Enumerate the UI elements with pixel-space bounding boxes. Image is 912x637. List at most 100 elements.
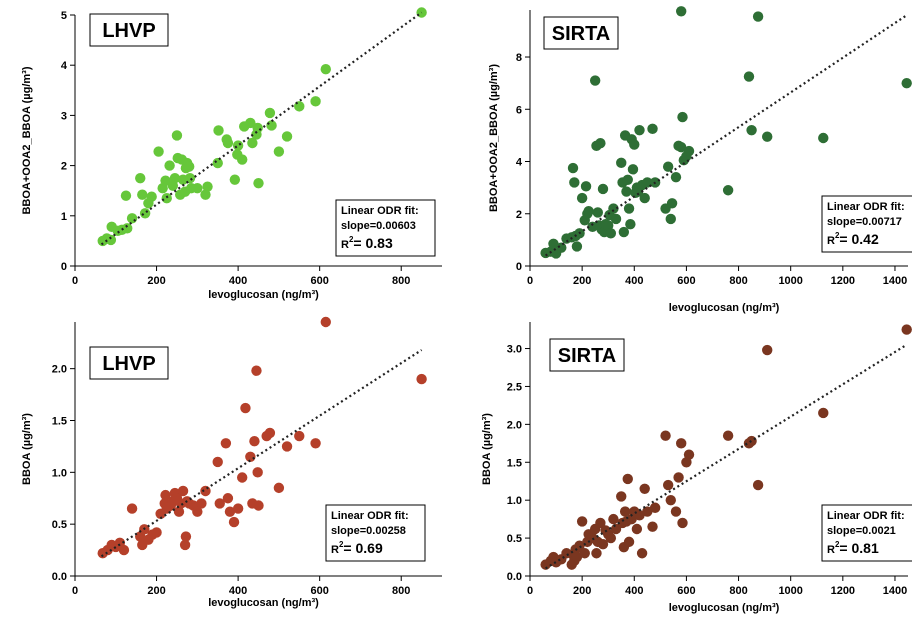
data-point: [662, 479, 674, 491]
x-tick-label: 200: [147, 275, 165, 287]
data-point: [416, 373, 427, 385]
data-point: [583, 205, 594, 217]
data-point: [574, 540, 585, 551]
data-point: [595, 517, 606, 529]
data-point: [229, 174, 241, 185]
fit-title: Linear ODR fit:: [341, 205, 419, 217]
x-tick-label: 1400: [883, 275, 907, 287]
x-tick-label: 1000: [778, 585, 802, 597]
fit-r2: R2= 0.69: [331, 540, 383, 556]
data-point: [151, 527, 162, 538]
data-point: [818, 132, 829, 144]
data-point: [752, 479, 764, 491]
fit-slope: slope=0.00717: [827, 216, 902, 228]
data-point: [579, 548, 590, 559]
data-point: [281, 441, 293, 452]
data-point: [264, 107, 276, 119]
chart-panel-1: 0 200 400 600 800 0 1 2 3 4 5 levoglucosan (ng/m³) B…: [21, 7, 442, 301]
data-point: [605, 532, 617, 544]
site-label: LHVP: [102, 20, 155, 42]
data-point: [161, 193, 172, 204]
r2-value: 0.42: [851, 231, 878, 247]
data-point: [252, 467, 263, 478]
data-point: [619, 506, 631, 517]
data-point: [665, 494, 676, 506]
data-point: [118, 544, 130, 556]
fit-slope: slope=0.00603: [341, 220, 416, 232]
data-point: [623, 203, 635, 214]
data-point: [253, 500, 264, 511]
fit-r2: R2= 0.81: [827, 540, 879, 556]
x-tick-label: 1200: [831, 585, 855, 597]
data-point: [224, 506, 236, 517]
y-tick-label: 0.5: [52, 519, 67, 531]
fit-box: [325, 504, 426, 562]
data-point: [746, 435, 757, 447]
data-point: [901, 324, 912, 335]
data-point: [200, 189, 211, 200]
fit-line: [100, 11, 423, 246]
x-tick-label: 400: [625, 275, 643, 287]
y-tick-label: 2.0: [507, 419, 522, 431]
data-point: [589, 75, 601, 86]
fit-title: Linear ODR fit:: [331, 510, 409, 522]
data-point: [200, 485, 211, 497]
data-point: [264, 427, 276, 439]
data-point: [676, 141, 687, 153]
data-point: [232, 140, 244, 151]
fit-line: [545, 343, 908, 570]
data-point: [665, 213, 676, 225]
data-point: [105, 234, 117, 246]
data-point: [597, 538, 609, 550]
data-point: [580, 181, 592, 192]
data-point: [591, 548, 602, 559]
fit-r2: R2= 0.42: [827, 231, 879, 247]
data-point: [647, 123, 658, 135]
data-point: [622, 174, 633, 185]
data-point: [180, 531, 192, 542]
y-tick-label: 2: [61, 161, 67, 173]
data-point: [746, 124, 757, 136]
data-point: [196, 498, 207, 509]
data-point: [214, 498, 225, 509]
fit-slope: slope=0.0021: [827, 525, 896, 537]
fit-box: [335, 199, 436, 257]
data-point: [683, 449, 695, 460]
data-point: [683, 145, 695, 157]
y-tick-label: 2.5: [507, 381, 522, 393]
y-tick-label: 1.0: [52, 467, 67, 479]
y-tick-label: 0: [61, 261, 67, 273]
x-axis-label: levoglucosan (ng/m³): [669, 602, 780, 614]
data-point: [183, 161, 195, 172]
data-point: [603, 220, 614, 231]
y-tick-label: 5: [61, 10, 67, 22]
data-point: [608, 513, 619, 525]
data-point: [192, 182, 203, 194]
data-point: [569, 177, 580, 188]
data-point: [556, 242, 567, 253]
x-tick-label: 600: [677, 275, 695, 287]
x-tick-label: 1400: [883, 585, 907, 597]
data-point: [625, 219, 636, 230]
data-point: [273, 146, 285, 157]
y-tick-label: 1: [61, 211, 67, 223]
x-tick-label: 800: [392, 275, 410, 287]
y-tick-label: 3.0: [507, 344, 522, 356]
data-point: [634, 124, 645, 136]
data-point: [294, 430, 305, 442]
data-point: [662, 161, 674, 172]
site-label: SIRTA: [552, 23, 611, 45]
data-point: [273, 482, 285, 494]
data-point: [121, 223, 133, 234]
data-point: [623, 536, 635, 548]
data-point: [236, 472, 248, 483]
y-axis-label: BBOA (µg/m³): [21, 413, 33, 485]
data-point: [649, 502, 661, 513]
y-axis-label: BBOA (µg/m³): [481, 413, 493, 485]
data-point: [595, 138, 606, 149]
data-point: [153, 146, 164, 157]
data-point: [670, 506, 682, 517]
data-point: [666, 198, 678, 209]
data-point: [722, 430, 734, 441]
